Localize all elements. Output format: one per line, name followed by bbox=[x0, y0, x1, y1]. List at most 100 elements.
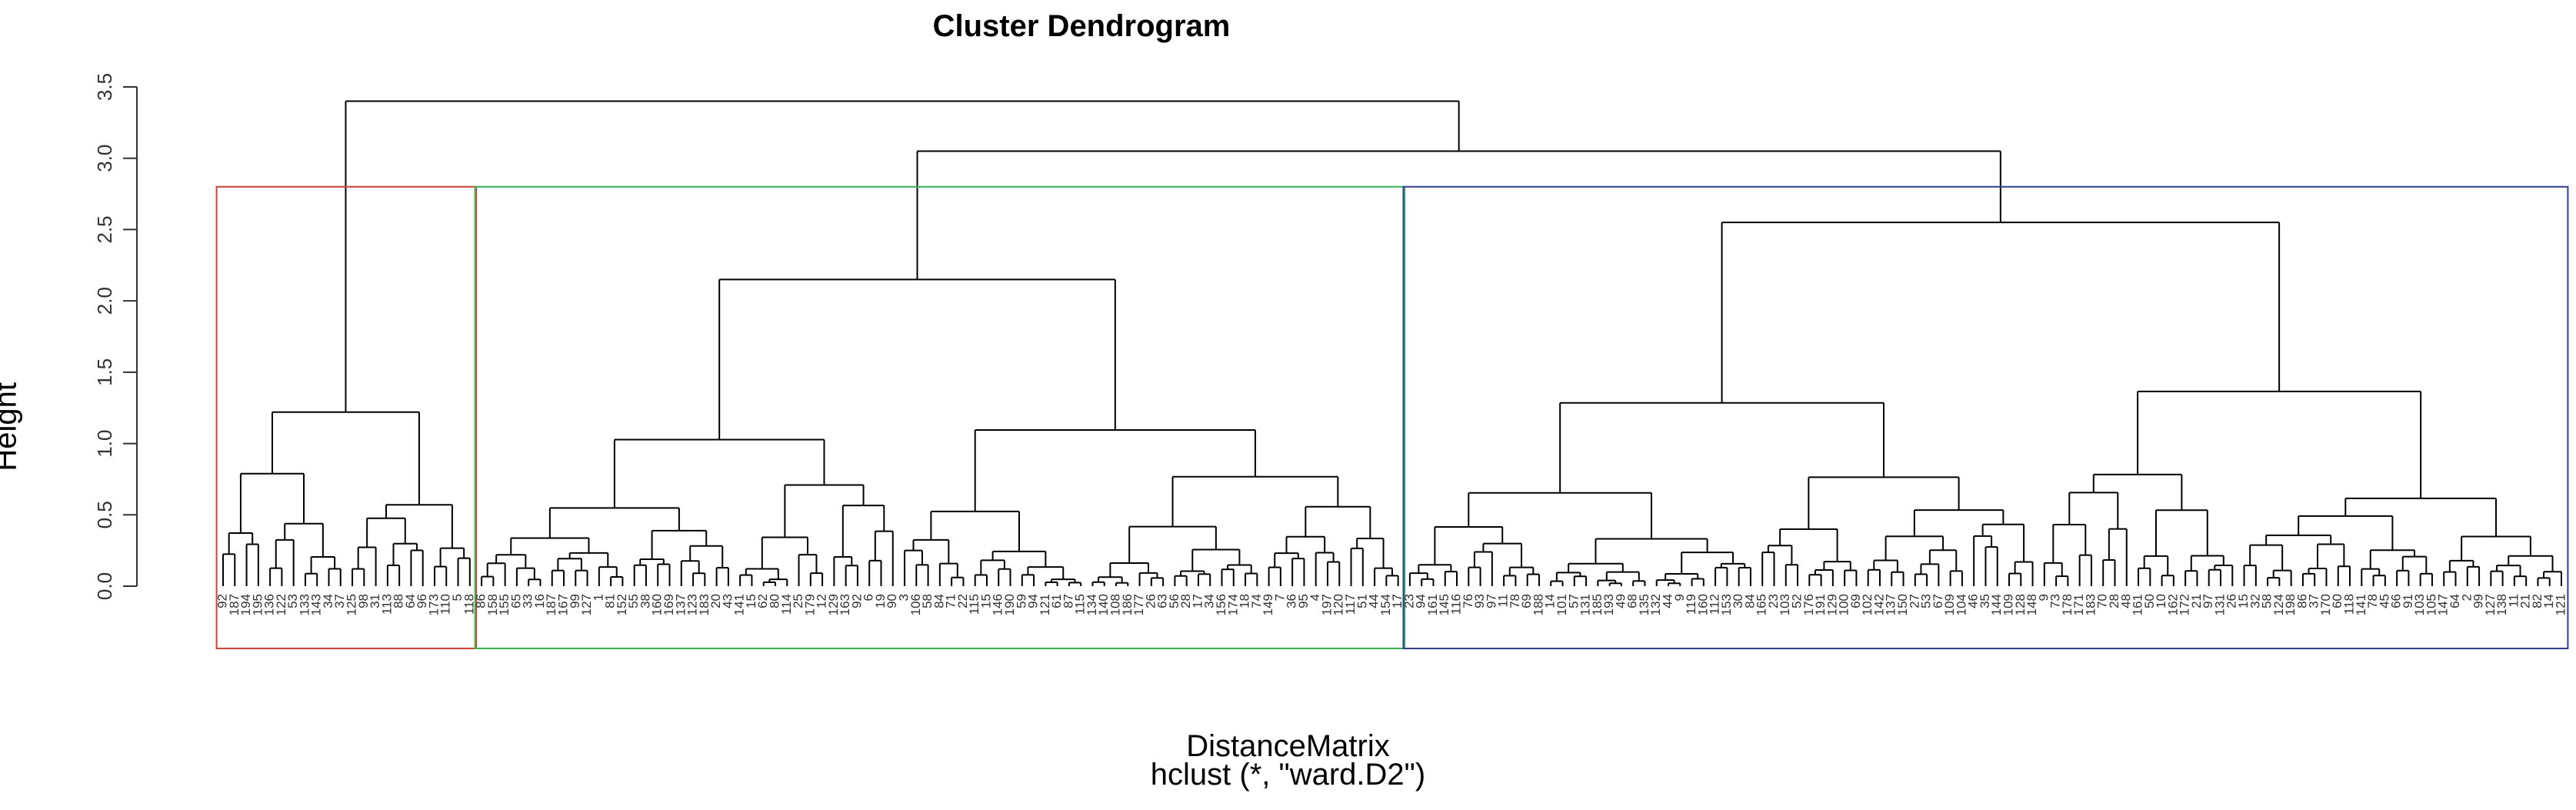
leaf-label: 51 bbox=[1355, 594, 1369, 608]
leaf-label: 97 bbox=[2201, 594, 2215, 608]
leaf-label: 144 bbox=[1989, 594, 2004, 615]
leaf-label: 7 bbox=[1272, 594, 1287, 601]
leaf-label: 124 bbox=[2271, 594, 2286, 615]
leaf-label: 128 bbox=[2013, 594, 2028, 615]
leaf-label: 33 bbox=[521, 594, 535, 608]
leaf-label: 94 bbox=[1026, 594, 1041, 608]
leaf-label: 44 bbox=[1367, 594, 1381, 608]
leaf-label: 158 bbox=[485, 594, 500, 615]
leaf-label: 187 bbox=[544, 594, 558, 615]
leaf-label: 28 bbox=[2107, 594, 2121, 608]
leaf-label: 36 bbox=[1285, 594, 1299, 608]
y-tick-label: 3.5 bbox=[93, 73, 116, 101]
y-tick-label: 1.5 bbox=[93, 358, 116, 386]
leaf-label: 171 bbox=[2071, 594, 2086, 615]
leaf-label: 149 bbox=[1261, 594, 1275, 615]
leaf-label: 17 bbox=[1190, 594, 1205, 608]
leaf-label: 82 bbox=[2530, 594, 2544, 608]
leaf-label: 71 bbox=[944, 594, 958, 608]
leaf-label: 87 bbox=[1061, 594, 1075, 608]
leaf-label: 120 bbox=[1331, 594, 1346, 615]
leaf-label: 110 bbox=[438, 594, 453, 615]
cluster-3-box bbox=[1402, 185, 2569, 650]
leaf-label: 178 bbox=[2060, 594, 2074, 615]
leaf-label: 186 bbox=[1120, 594, 1135, 615]
leaf-label: 115 bbox=[1073, 594, 1088, 615]
leaf-label: 15 bbox=[978, 594, 993, 608]
leaf-label: 145 bbox=[1437, 594, 1451, 615]
leaf-label: 101 bbox=[1555, 594, 1569, 615]
leaf-label: 109 bbox=[2001, 594, 2015, 615]
leaf-label: 108 bbox=[1108, 594, 1122, 615]
leaf-label: 169 bbox=[661, 594, 676, 615]
leaf-label: 45 bbox=[2377, 594, 2391, 608]
leaf-label: 176 bbox=[1801, 594, 1816, 615]
leaf-label: 53 bbox=[1919, 594, 1934, 608]
leaf-label: 103 bbox=[2412, 594, 2427, 615]
leaf-label: 99 bbox=[568, 594, 582, 608]
leaf-label: 193 bbox=[1601, 594, 1616, 615]
leaf-label: 93 bbox=[1472, 594, 1487, 608]
leaf-label: 34 bbox=[1202, 594, 1217, 608]
leaf-label: 116 bbox=[1449, 594, 1464, 615]
leaf-label: 9 bbox=[2036, 594, 2051, 601]
leaf-label: 14 bbox=[2541, 594, 2556, 608]
leaf-label: 115 bbox=[967, 594, 981, 615]
leaf-label: 179 bbox=[802, 594, 817, 615]
leaf-label: 147 bbox=[2436, 594, 2451, 615]
leaf-label: 6 bbox=[861, 594, 876, 601]
leaf-label: 109 bbox=[1942, 594, 1957, 615]
leaf-label: 84 bbox=[1742, 594, 1757, 608]
leaf-label: 21 bbox=[2189, 594, 2204, 608]
leaf-label: 34 bbox=[321, 594, 335, 608]
leaf-label: 69 bbox=[1848, 594, 1863, 608]
leaf-label: 44 bbox=[1660, 594, 1675, 608]
method-sublabel: hclust (*, "ward.D2") bbox=[1150, 758, 1426, 792]
leaf-label: 60 bbox=[2330, 594, 2344, 608]
leaf-label: 49 bbox=[1613, 594, 1628, 608]
leaf-label: 31 bbox=[368, 594, 382, 608]
y-tick-label: 2.0 bbox=[93, 287, 116, 315]
leaf-label: 153 bbox=[1719, 594, 1734, 615]
leaf-label: 3 bbox=[897, 594, 911, 601]
y-tick-label: 0.5 bbox=[93, 501, 116, 528]
leaf-label: 94 bbox=[1414, 594, 1428, 608]
leaf-label: 96 bbox=[415, 594, 429, 608]
leaf-label: 122 bbox=[274, 594, 288, 615]
leaf-label: 12 bbox=[815, 594, 829, 608]
leaf-label: 37 bbox=[2307, 594, 2321, 608]
leaf-label: 174 bbox=[1225, 594, 1240, 615]
leaf-label: 177 bbox=[1131, 594, 1146, 615]
leaf-label: 86 bbox=[474, 594, 488, 608]
leaf-label: 91 bbox=[2401, 594, 2415, 608]
leaf-label: 141 bbox=[2354, 594, 2368, 615]
leaf-label: 15 bbox=[2236, 594, 2251, 608]
leaf-label: 141 bbox=[732, 594, 747, 615]
leaf-label: 28 bbox=[1178, 594, 1193, 608]
leaf-label: 64 bbox=[2448, 594, 2462, 608]
y-tick-label: 3.0 bbox=[93, 145, 116, 172]
leaf-label: 53 bbox=[285, 594, 300, 608]
leaf-label: 100 bbox=[1837, 594, 1851, 615]
leaf-label: 23 bbox=[1401, 594, 1416, 608]
leaf-label: 17 bbox=[1390, 594, 1405, 608]
leaf-label: 194 bbox=[238, 594, 253, 615]
leaf-label: 26 bbox=[2224, 594, 2239, 608]
leaf-label: 148 bbox=[2024, 594, 2039, 615]
leaf-label: 14 bbox=[1543, 594, 1558, 608]
leaf-label: 61 bbox=[1049, 594, 1064, 608]
leaf-label: 86 bbox=[2294, 594, 2309, 608]
leaf-label: 46 bbox=[1966, 594, 1981, 608]
leaf-label: 43 bbox=[720, 594, 735, 608]
leaf-label: 2 bbox=[2459, 594, 2474, 601]
leaf-label: 11 bbox=[2506, 594, 2521, 608]
leaf-label: 190 bbox=[1002, 594, 1017, 615]
leaf-label: 191 bbox=[1813, 594, 1828, 615]
leaf-label: 62 bbox=[755, 594, 770, 608]
leaf-label: 5 bbox=[450, 594, 465, 601]
leaf-label: 57 bbox=[1566, 594, 1581, 608]
leaf-label: 195 bbox=[250, 594, 265, 615]
leaf-label: 59 bbox=[1014, 594, 1028, 608]
leaf-label: 146 bbox=[991, 594, 1005, 615]
leaf-label: 161 bbox=[1425, 594, 1440, 615]
